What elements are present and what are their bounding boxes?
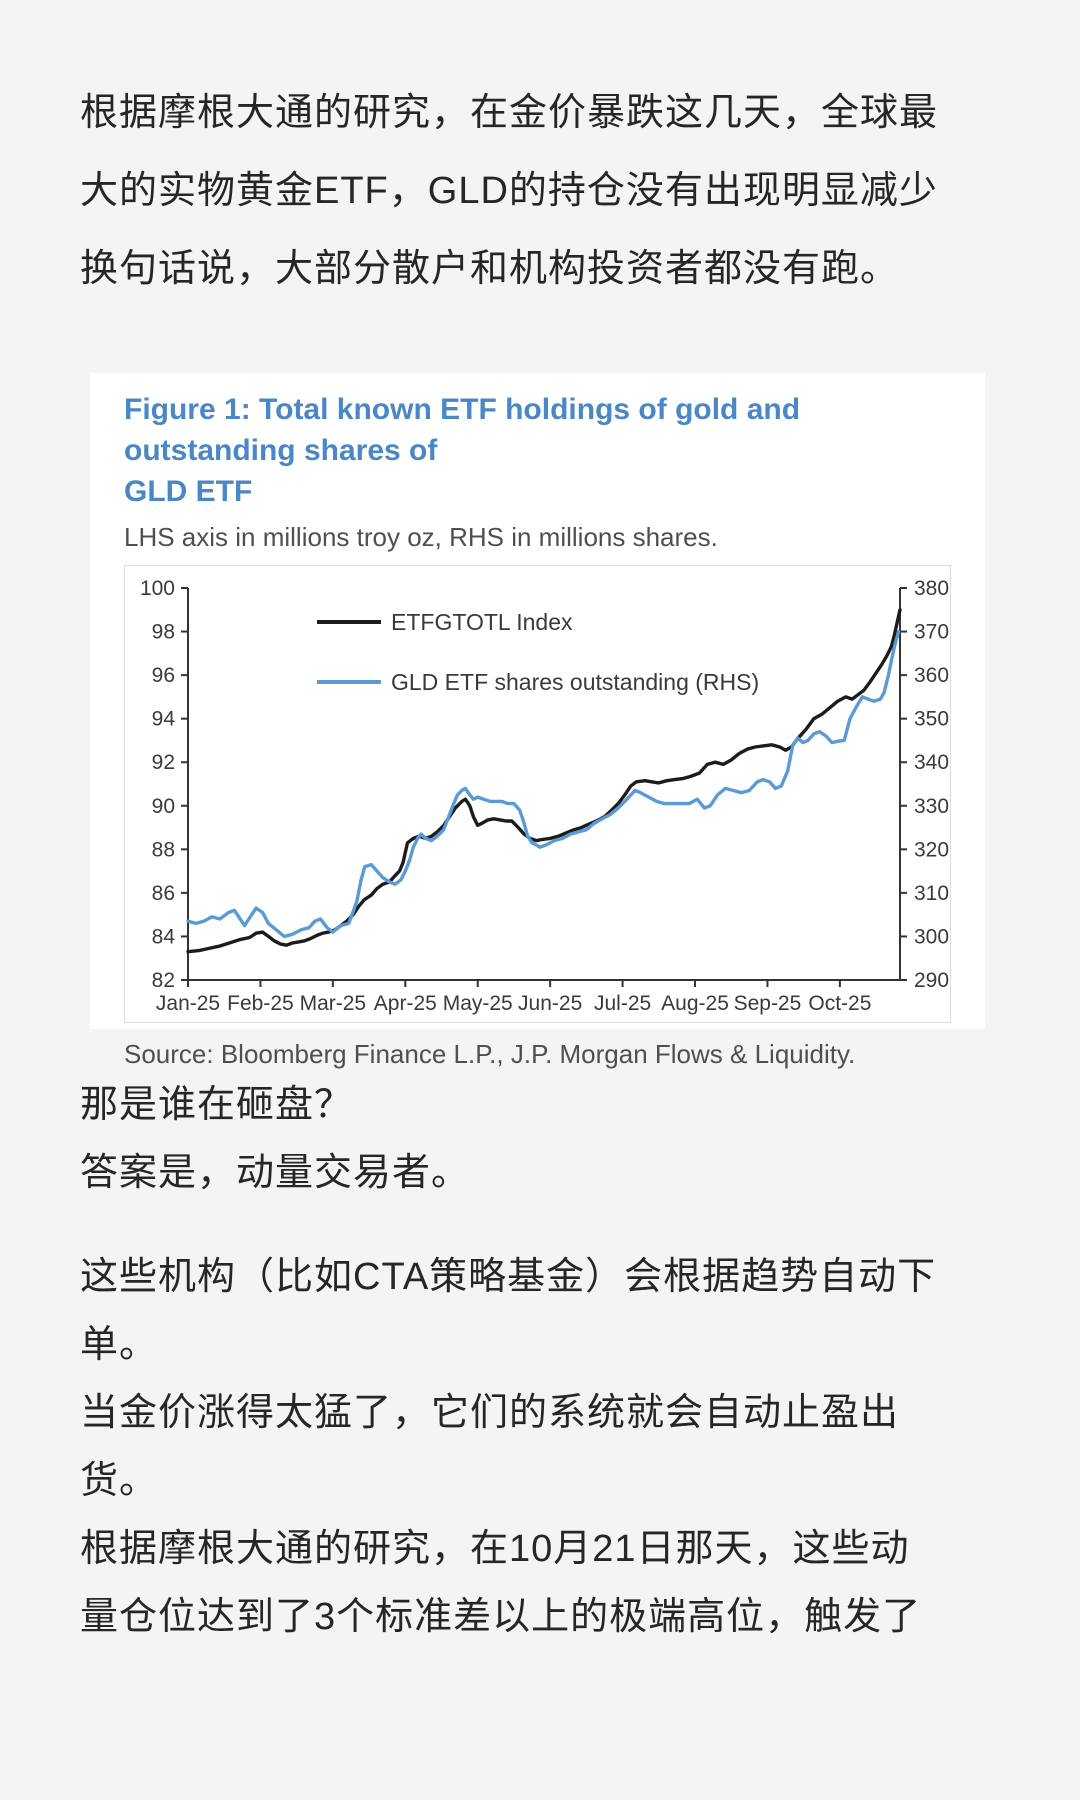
x-tick-label: May-25 (443, 992, 513, 1015)
text-line: 当金价涨得太猛了，它们的系统就会自动止盈出 (80, 1392, 900, 1434)
text-line: 量仓位达到了3个标准差以上的极端高位，触发了 (80, 1596, 922, 1638)
line-chart: 1009896949290888684823803703603503403303… (140, 577, 949, 1015)
chart-plot-frame: 100 98 96 94 92 90 88 86 84 82 380 370 360 350 340 330 3… (124, 565, 951, 1023)
x-tick-label: Jan-25 (156, 992, 220, 1015)
left-tick-label: 88 (152, 838, 175, 861)
text-line: 大的实物黄金ETF，GLD的持仓没有出现明显减少 (80, 170, 938, 212)
text-line: 根据摩根大通的研究，在10月21日那天，这些动 (80, 1528, 910, 1570)
left-tick-label: 98 (152, 621, 175, 644)
right-tick-label: 380 (914, 577, 949, 600)
right-tick-label: 300 (914, 925, 949, 948)
figure-source: Source: Bloomberg Finance L.P., J.P. Mor… (124, 1039, 856, 1069)
right-tick-label: 350 (914, 708, 949, 731)
left-axis-ticks: 100 98 96 94 92 90 88 86 84 82 (140, 577, 188, 992)
x-tick-label: Aug-25 (661, 992, 729, 1015)
right-tick-label: 370 (914, 621, 949, 644)
legend-label: GLD ETF shares outstanding (RHS) (391, 669, 759, 695)
x-tick-label: Mar-25 (300, 992, 367, 1015)
figure-title-line2: GLD ETF (124, 475, 253, 508)
axes (187, 588, 901, 981)
left-tick-label: 86 (152, 882, 175, 905)
paragraph: 根据摩根大通的研究，在金价暴跌这几天，全球最 大的实物黄金ETF，GLD的持仓没有… (80, 74, 1010, 230)
left-tick-label: 94 (152, 708, 176, 731)
right-tick-label: 310 (914, 882, 949, 905)
paragraph: 这些机构（比如CTA策略基金）会根据趋势自动下 单。当金价涨得太猛了，它们的系统就… (80, 1243, 1010, 1651)
legend: ETFGTOTL Index GLD ETF shares outstanding… (317, 609, 759, 695)
right-tick-label: 360 (914, 664, 949, 687)
text-line: 那是谁在砸盘？ (80, 1084, 354, 1126)
text-line: 答案是，动量交易者。 (80, 1152, 471, 1194)
left-tick-label: 90 (152, 795, 175, 818)
x-tick-label: Sep-25 (734, 992, 802, 1015)
right-tick-label: 320 (914, 838, 949, 861)
figure-title-line1: Figure 1: Total known ETF holdings of go… (124, 393, 801, 467)
series-line-etfgtotl (186, 608, 902, 954)
left-tick-label: 92 (152, 751, 175, 774)
x-tick-label: Apr-25 (374, 992, 437, 1015)
left-tick-label: 100 (140, 577, 175, 600)
right-tick-label: 330 (914, 795, 949, 818)
paragraph: 那是谁在砸盘？ 答案是，动量交易者。 (80, 1071, 1010, 1207)
x-axis-ticks: Jan-25 Feb-25 Mar-25 Apr-25 May-25 Jun-25 Jul-… (156, 980, 871, 1015)
paragraph: 换句话说，大部分散户和机构投资者都没有跑。 (80, 230, 1010, 308)
right-tick-label: 290 (914, 969, 949, 992)
text-line: 货。 (80, 1460, 159, 1502)
right-tick-label: 340 (914, 751, 949, 774)
x-tick-label: Jul-25 (594, 992, 651, 1015)
text-line: 这些机构（比如CTA策略基金）会根据趋势自动下 (80, 1256, 937, 1298)
figure-subtitle: LHS axis in millions troy oz, RHS in mil… (124, 522, 718, 552)
bottom-paragraphs: 那是谁在砸盘？ 答案是，动量交易者。这些机构（比如CTA策略基金）会根据趋势自动下… (80, 1071, 1010, 1651)
figure-card[interactable]: Figure 1: Total known ETF holdings of go… (90, 373, 985, 1069)
text-line: 根据摩根大通的研究，在金价暴跌这几天，全球最 (80, 92, 939, 134)
series-line-gld-shares (186, 629, 901, 939)
x-tick-label: Oct-25 (808, 992, 871, 1015)
left-tick-label: 84 (152, 925, 176, 948)
legend-label: ETFGTOTL Index (391, 609, 573, 635)
text-line: 换句话说，大部分散户和机构投资者都没有跑。 (80, 248, 900, 290)
text-line: 单。 (80, 1324, 159, 1366)
left-tick-label: 82 (152, 969, 175, 992)
x-tick-label: Feb-25 (227, 992, 294, 1015)
x-tick-label: Jun-25 (518, 992, 582, 1015)
right-axis-ticks: 380 370 360 350 340 330 320 310 300 290 (900, 577, 949, 992)
figure-title: Figure 1: Total known ETF holdings of go… (124, 389, 951, 512)
top-paragraphs: 根据摩根大通的研究，在金价暴跌这几天，全球最 大的实物黄金ETF，GLD的持仓没有… (80, 74, 1010, 308)
left-tick-label: 96 (152, 664, 175, 687)
